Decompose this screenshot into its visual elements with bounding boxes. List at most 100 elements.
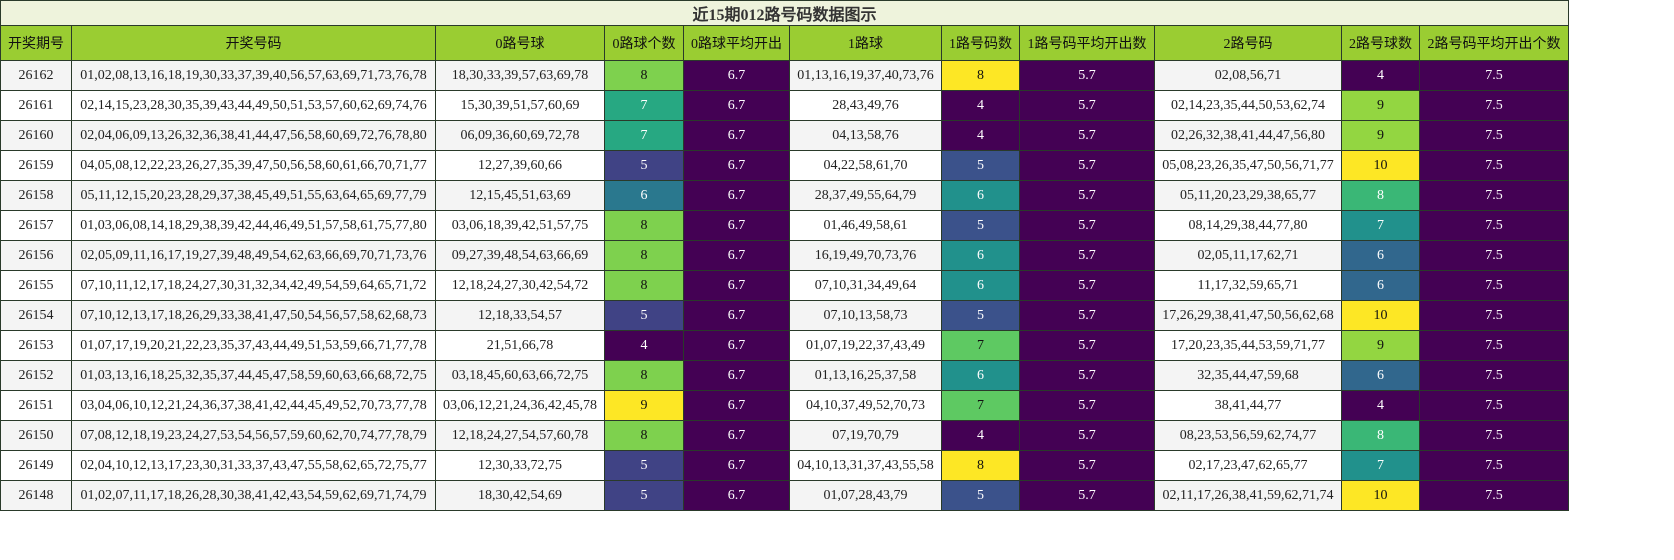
table-cell: 03,06,18,39,42,51,57,75 <box>435 210 605 241</box>
table-cell: 03,06,12,21,24,36,42,45,78 <box>435 390 605 421</box>
cell-text: 7 <box>1377 457 1384 473</box>
table-cell: 05,11,12,15,20,23,28,29,37,38,45,49,51,5… <box>71 180 436 211</box>
cell-text: 7.5 <box>1485 487 1503 503</box>
cell-text: 5.7 <box>1078 187 1096 203</box>
cell-text: 6 <box>977 277 984 293</box>
table-cell: 6.7 <box>683 450 790 481</box>
cell-text: 6.7 <box>727 277 746 293</box>
table-cell: 01,02,08,13,16,18,19,30,33,37,39,40,56,5… <box>71 60 436 91</box>
table-body: 26162 01,02,08,13,16,18,19,30,33,37,39,40… <box>0 60 1570 511</box>
table-cell: 8 <box>1341 420 1420 451</box>
cell-text: 6.7 <box>727 97 746 113</box>
table-cell: 07,08,12,18,19,23,24,27,53,54,56,57,59,6… <box>71 420 436 451</box>
table-cell: 26152 <box>0 360 72 391</box>
cell-text: 02,17,23,47,62,65,77 <box>1188 457 1308 473</box>
column-header: 1路号码平均开出数 <box>1019 25 1155 61</box>
table-cell: 02,11,17,26,38,41,59,62,71,74 <box>1154 480 1342 511</box>
table-cell: 01,02,07,11,17,18,26,28,30,38,41,42,43,5… <box>71 480 436 511</box>
table-row: 26157 01,03,06,08,14,18,29,38,39,42,44,46… <box>0 210 1570 241</box>
table-cell: 17,26,29,38,41,47,50,56,62,68 <box>1154 300 1342 331</box>
table-row: 26162 01,02,08,13,16,18,19,30,33,37,39,40… <box>0 60 1570 91</box>
cell-text: 7 <box>1377 217 1384 233</box>
cell-text: 7.5 <box>1485 337 1503 353</box>
cell-text: 6.7 <box>727 307 746 323</box>
table-cell: 6.7 <box>683 90 790 121</box>
table-cell: 02,14,15,23,28,30,35,39,43,44,49,50,51,5… <box>71 90 436 121</box>
cell-text: 9 <box>1377 127 1384 143</box>
cell-text: 12,27,39,60,66 <box>478 157 562 173</box>
cell-text: 02,05,09,11,16,17,19,27,39,48,49,54,62,6… <box>80 247 427 263</box>
cell-text: 6 <box>977 367 984 383</box>
table-cell: 5.7 <box>1019 390 1155 421</box>
table-cell: 7 <box>941 390 1020 421</box>
table-cell: 10 <box>1341 480 1420 511</box>
table-cell: 07,10,31,34,49,64 <box>789 270 942 301</box>
cell-text: 03,06,12,21,24,36,42,45,78 <box>443 397 597 413</box>
cell-text: 12,18,24,27,30,42,54,72 <box>451 277 589 293</box>
table-cell: 26157 <box>0 210 72 241</box>
table-cell: 26148 <box>0 480 72 511</box>
cell-text: 8 <box>977 457 984 473</box>
table-cell: 28,43,49,76 <box>789 90 942 121</box>
table-cell: 6.7 <box>683 240 790 271</box>
cell-text: 5.7 <box>1078 67 1096 83</box>
cell-text: 26158 <box>18 187 54 203</box>
table-cell: 7.5 <box>1418 360 1570 391</box>
cell-text: 26161 <box>18 97 54 113</box>
cell-text: 8 <box>640 67 648 83</box>
cell-text: 6.7 <box>727 67 746 83</box>
table-cell: 5.7 <box>1019 360 1155 391</box>
cell-text: 5.7 <box>1078 487 1096 503</box>
cell-text: 5 <box>977 307 984 323</box>
cell-text: 04,22,58,61,70 <box>823 157 908 173</box>
cell-text: 02,11,17,26,38,41,59,62,71,74 <box>1162 487 1334 503</box>
cell-text: 5.7 <box>1078 457 1096 473</box>
cell-text: 7.5 <box>1485 397 1503 413</box>
table-cell: 5 <box>941 300 1020 331</box>
cell-text: 26157 <box>18 217 54 233</box>
table-cell: 32,35,44,47,59,68 <box>1154 360 1342 391</box>
table-cell: 5.7 <box>1019 90 1155 121</box>
cell-text: 9 <box>1377 97 1384 113</box>
table-row: 26160 02,04,06,09,13,26,32,36,38,41,44,47… <box>0 120 1570 151</box>
cell-text: 5 <box>640 487 648 503</box>
cell-text: 03,04,06,10,12,21,24,36,37,38,41,42,44,4… <box>80 397 427 413</box>
table-cell: 26149 <box>0 450 72 481</box>
table-cell: 6 <box>941 180 1020 211</box>
table-cell: 8 <box>604 240 684 271</box>
cell-text: 02,26,32,38,41,44,47,56,80 <box>1171 127 1325 143</box>
cell-text: 02,08,56,71 <box>1214 67 1282 83</box>
table-cell: 6 <box>1341 360 1420 391</box>
column-header: 1路球 <box>789 25 942 61</box>
table-cell: 4 <box>1341 60 1420 91</box>
table-cell: 6 <box>941 240 1020 271</box>
cell-text: 15,30,39,51,57,60,69 <box>460 97 580 113</box>
cell-text: 01,13,16,19,37,40,73,76 <box>797 67 934 83</box>
table-cell: 12,18,24,27,30,42,54,72 <box>435 270 605 301</box>
table-cell: 6.7 <box>683 330 790 361</box>
table-cell: 02,08,56,71 <box>1154 60 1342 91</box>
table-cell: 08,14,29,38,44,77,80 <box>1154 210 1342 241</box>
cell-text: 7 <box>640 97 648 113</box>
table-cell: 03,04,06,10,12,21,24,36,37,38,41,42,44,4… <box>71 390 436 421</box>
cell-text: 7.5 <box>1485 127 1503 143</box>
table-cell: 12,15,45,51,63,69 <box>435 180 605 211</box>
cell-text: 07,10,13,58,73 <box>823 307 908 323</box>
cell-text: 6.7 <box>727 187 746 203</box>
cell-text: 26160 <box>18 127 54 143</box>
header-row: 开奖期号 开奖号码 0路号球 0路球个数 0路球平均开出 1路球 1路号码数 1路号码平均开出… <box>0 25 1570 61</box>
column-header: 2路号码平均开出个数 <box>1418 25 1570 61</box>
cell-text: 01,02,07,11,17,18,26,28,30,38,41,42,43,5… <box>80 487 427 503</box>
table-cell: 7.5 <box>1418 300 1570 331</box>
table-cell: 5 <box>941 150 1020 181</box>
table-row: 26159 04,05,08,12,22,23,26,27,35,39,47,50… <box>0 150 1570 181</box>
cell-text: 8 <box>640 367 648 383</box>
table-cell: 4 <box>1341 390 1420 421</box>
cell-text: 26148 <box>18 487 54 503</box>
cell-text: 12,18,33,54,57 <box>478 307 562 323</box>
table-cell: 8 <box>941 450 1020 481</box>
table-cell: 5.7 <box>1019 150 1155 181</box>
table-cell: 01,13,16,19,37,40,73,76 <box>789 60 942 91</box>
table-cell: 7.5 <box>1418 120 1570 151</box>
cell-text: 5.7 <box>1078 307 1096 323</box>
